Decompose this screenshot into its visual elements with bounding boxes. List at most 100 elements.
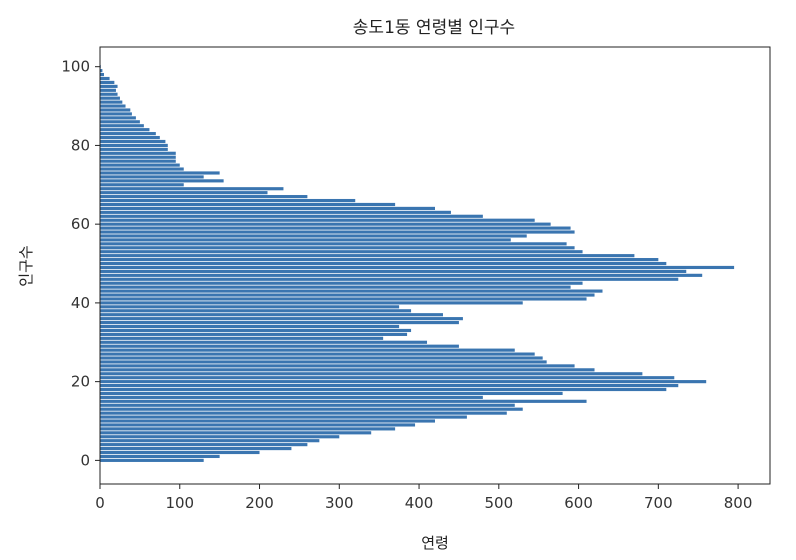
bar-age-76 bbox=[100, 159, 176, 163]
bar-age-52 bbox=[100, 254, 635, 258]
bar-age-27 bbox=[100, 352, 535, 356]
bar-age-69 bbox=[100, 187, 284, 191]
x-tick-label: 200 bbox=[245, 494, 274, 512]
bar-age-56 bbox=[100, 238, 511, 242]
bar-age-70 bbox=[100, 183, 184, 187]
bar-age-84 bbox=[100, 128, 150, 132]
bar-age-7 bbox=[100, 431, 372, 435]
x-tick-label: 100 bbox=[165, 494, 194, 512]
bar-age-96 bbox=[100, 80, 115, 85]
bar-age-53 bbox=[100, 250, 583, 254]
bar-age-47 bbox=[100, 273, 703, 277]
x-tick-label: 300 bbox=[325, 494, 354, 512]
y-tick-label: 0 bbox=[80, 451, 90, 469]
bar-age-13 bbox=[100, 407, 523, 411]
bar-age-24 bbox=[100, 364, 575, 368]
bar-age-89 bbox=[100, 108, 131, 112]
bar-age-54 bbox=[100, 246, 575, 250]
bar-age-82 bbox=[100, 135, 160, 140]
bar-age-17 bbox=[100, 391, 563, 396]
bar-age-31 bbox=[100, 336, 384, 340]
x-axis-title: 연령 bbox=[421, 534, 449, 552]
bar-age-15 bbox=[100, 399, 587, 403]
bar-age-78 bbox=[100, 151, 176, 155]
x-tick-label: 400 bbox=[405, 494, 434, 512]
bar-age-23 bbox=[100, 368, 595, 372]
bar-age-50 bbox=[100, 261, 667, 266]
bar-age-18 bbox=[100, 387, 667, 392]
bar-age-38 bbox=[100, 309, 412, 313]
bar-age-8 bbox=[100, 427, 396, 431]
bar-age-75 bbox=[100, 163, 180, 167]
bar-age-81 bbox=[100, 139, 166, 144]
y-axis-title: 인구수 bbox=[17, 245, 35, 286]
bar-age-72 bbox=[100, 175, 204, 179]
bar-age-63 bbox=[100, 210, 451, 214]
bar-age-92 bbox=[100, 96, 120, 100]
bar-age-33 bbox=[100, 328, 412, 333]
bar-age-46 bbox=[100, 277, 679, 281]
bar-age-91 bbox=[100, 100, 123, 104]
bar-age-88 bbox=[100, 112, 132, 116]
bar-age-11 bbox=[100, 415, 467, 419]
bar-age-32 bbox=[100, 332, 408, 336]
bar-age-74 bbox=[100, 167, 184, 171]
bar-age-43 bbox=[100, 289, 603, 293]
bar-age-80 bbox=[100, 143, 168, 147]
bar-age-83 bbox=[100, 132, 156, 136]
bar-age-30 bbox=[100, 340, 428, 344]
bar-age-77 bbox=[100, 155, 176, 159]
bar-age-20 bbox=[100, 380, 707, 384]
x-axis: 0 100 200 300 400 500 600 700 800 bbox=[95, 484, 752, 512]
plot-frame bbox=[99, 46, 771, 485]
bar-age-26 bbox=[100, 356, 543, 360]
bar-age-9 bbox=[100, 423, 416, 427]
bar-age-58 bbox=[100, 230, 575, 234]
x-tick-label: 800 bbox=[724, 494, 753, 512]
bar-age-57 bbox=[100, 234, 527, 238]
bar-age-19 bbox=[100, 384, 679, 388]
bar-age-10 bbox=[100, 419, 435, 423]
y-tick-label: 60 bbox=[71, 215, 90, 233]
chart-title: 송도1동 연령별 인구수 bbox=[353, 18, 515, 38]
bar-age-51 bbox=[100, 258, 659, 262]
bar-age-85 bbox=[100, 124, 144, 128]
bar-age-3 bbox=[100, 446, 292, 451]
bar-age-5 bbox=[100, 439, 320, 443]
bar-age-68 bbox=[100, 191, 268, 195]
bar-age-48 bbox=[100, 269, 687, 273]
bar-age-41 bbox=[100, 297, 587, 301]
bar-age-34 bbox=[100, 324, 400, 329]
bar-age-2 bbox=[100, 450, 260, 455]
bar-age-12 bbox=[100, 411, 507, 415]
bar-age-21 bbox=[100, 376, 675, 380]
bar-age-4 bbox=[100, 443, 308, 447]
bar-age-59 bbox=[100, 226, 571, 230]
y-tick-label: 100 bbox=[61, 58, 90, 76]
bar-age-64 bbox=[100, 206, 435, 210]
bar-age-66 bbox=[100, 198, 356, 203]
bar-age-97 bbox=[100, 76, 110, 81]
bars-group bbox=[100, 65, 735, 462]
bar-age-28 bbox=[100, 348, 515, 352]
x-tick-label: 0 bbox=[95, 494, 105, 512]
bar-age-55 bbox=[100, 242, 567, 246]
bar-age-44 bbox=[100, 285, 571, 289]
bar-age-29 bbox=[100, 344, 459, 348]
bar-age-71 bbox=[100, 179, 224, 183]
bar-age-22 bbox=[100, 372, 643, 376]
bar-age-90 bbox=[100, 104, 126, 108]
bar-age-36 bbox=[100, 317, 463, 321]
bar-age-98 bbox=[100, 72, 104, 77]
bar-age-61 bbox=[100, 218, 535, 222]
x-tick-label: 700 bbox=[644, 494, 673, 512]
bar-age-79 bbox=[100, 147, 168, 151]
bar-age-60 bbox=[100, 222, 551, 226]
y-tick-label: 80 bbox=[71, 136, 90, 154]
bar-age-6 bbox=[100, 435, 340, 439]
bar-age-62 bbox=[100, 214, 483, 218]
y-tick-label: 20 bbox=[71, 373, 90, 391]
bar-age-87 bbox=[100, 116, 136, 120]
bar-age-65 bbox=[100, 202, 396, 207]
